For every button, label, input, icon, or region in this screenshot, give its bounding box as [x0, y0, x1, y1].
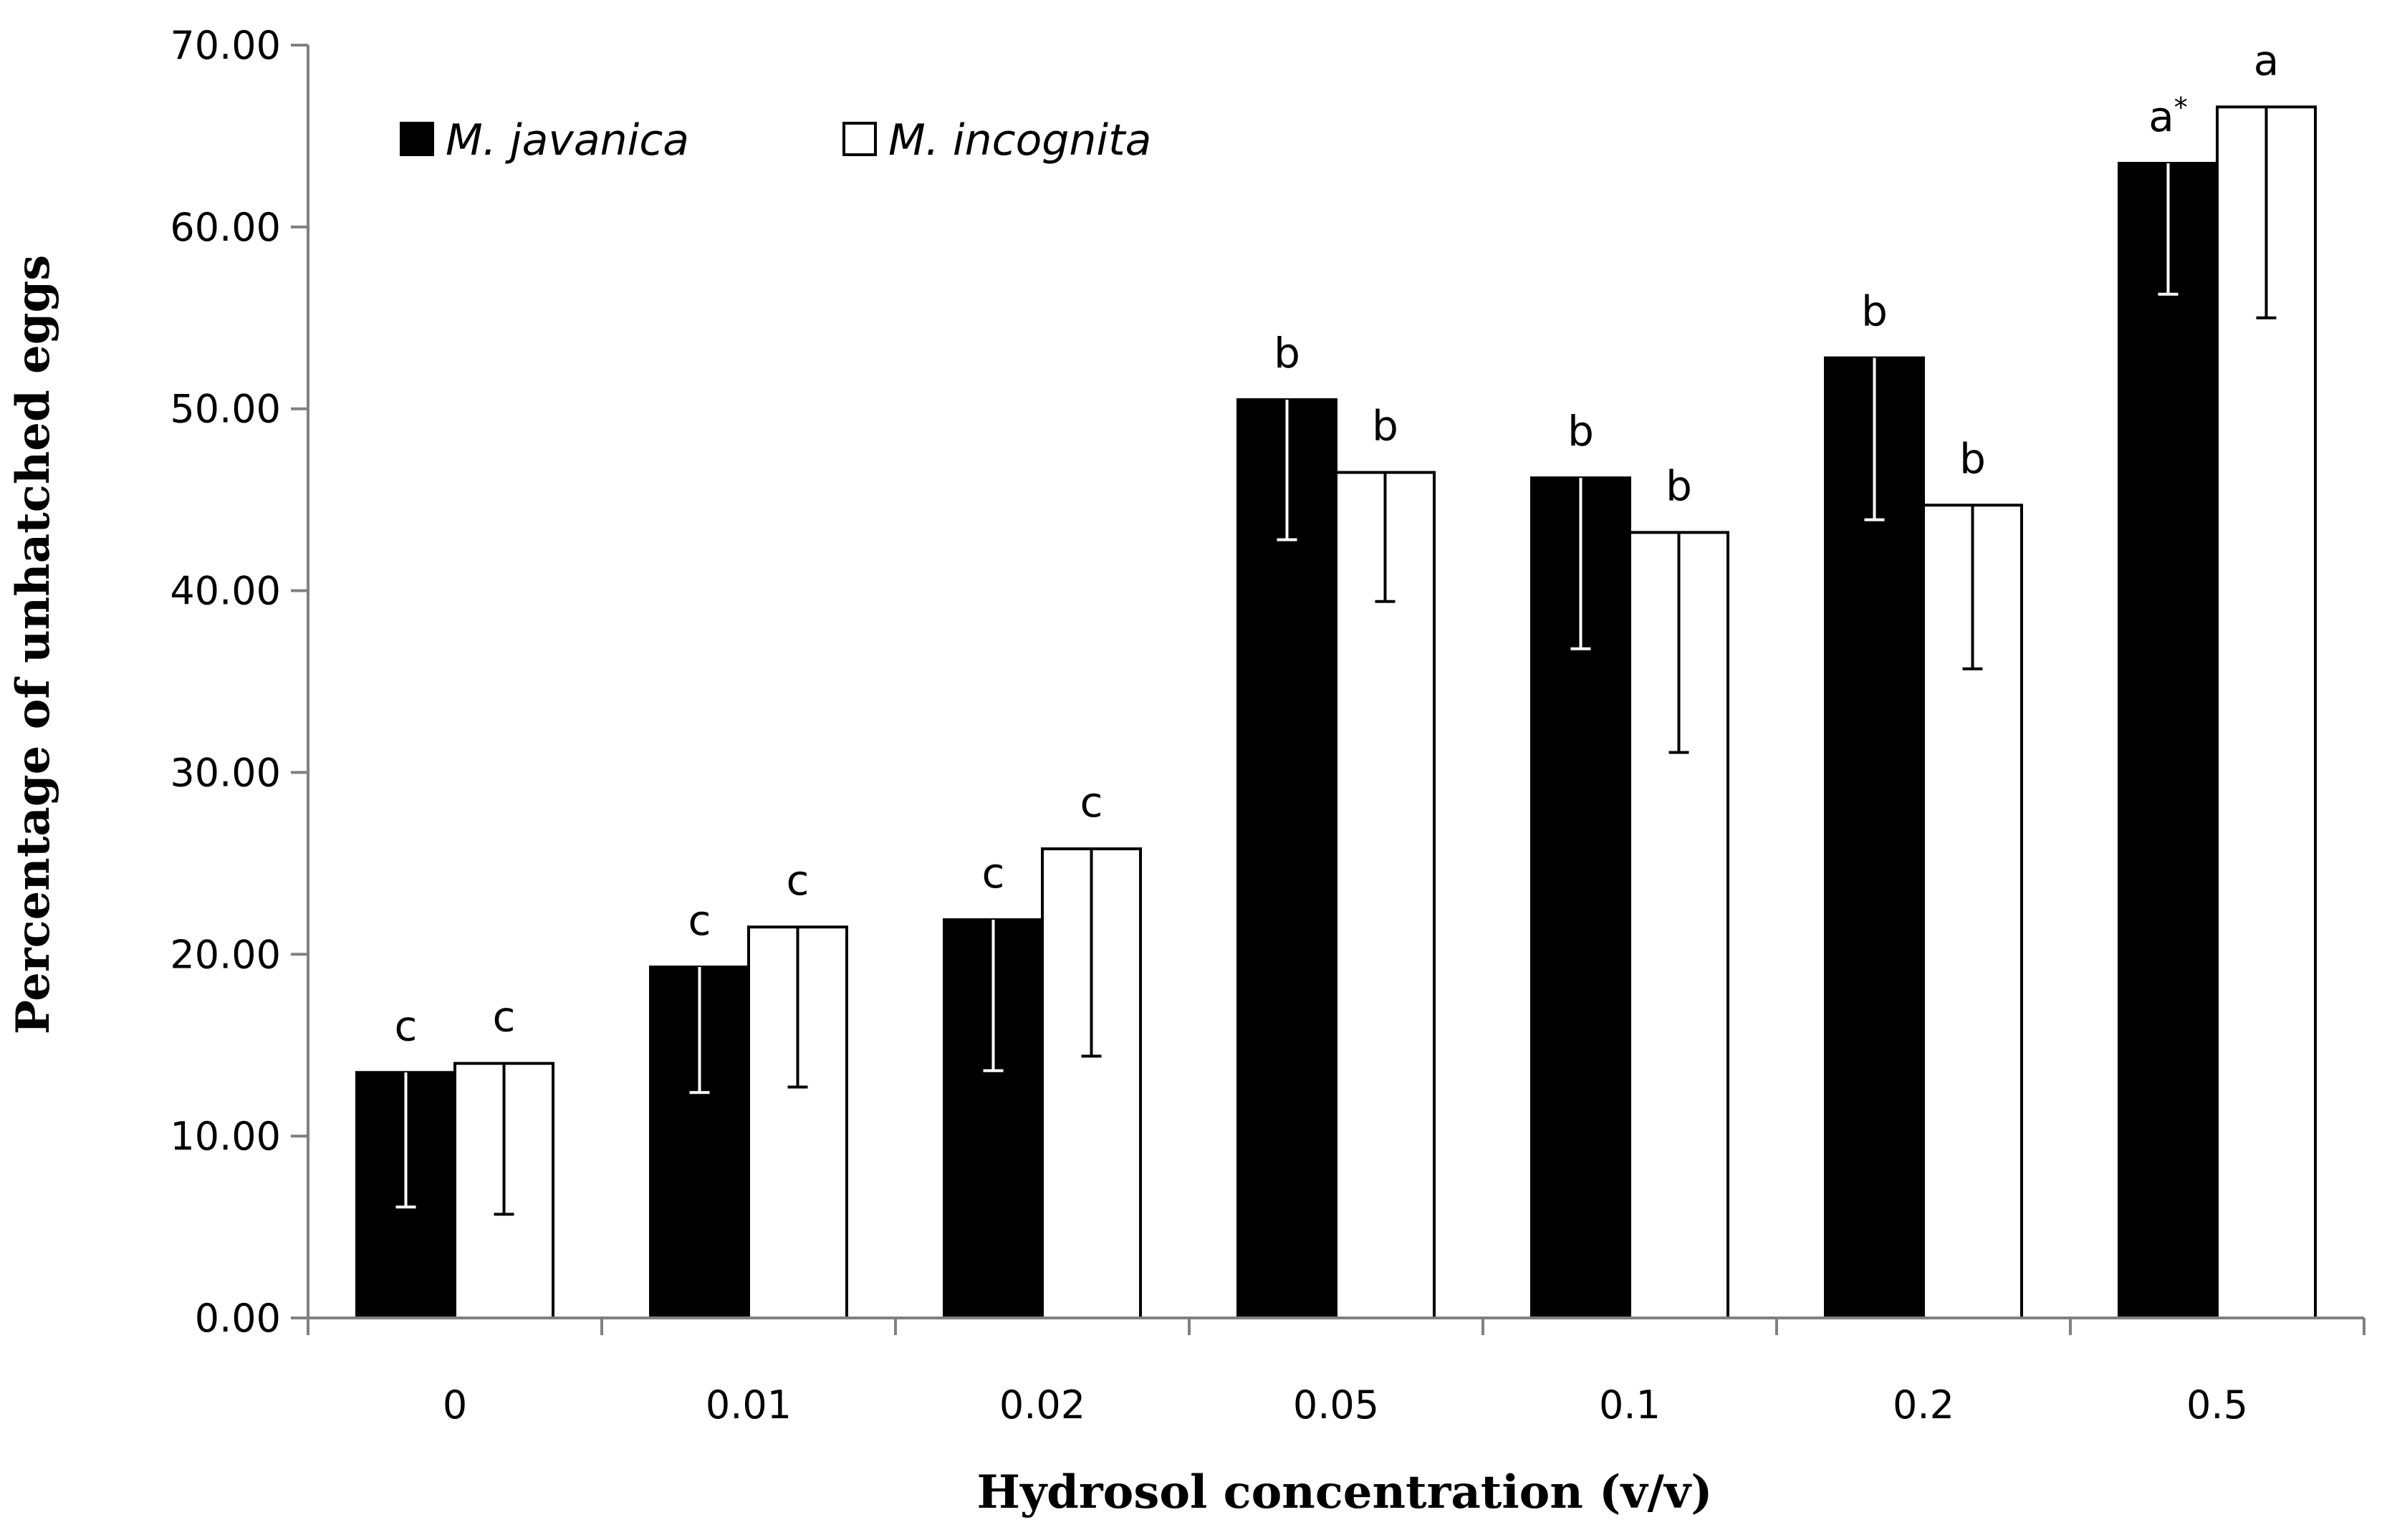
y-axis-title: Percentage of unhatched eggs	[6, 255, 60, 1034]
significance-label: c	[982, 849, 1005, 897]
x-axis-title: Hydrosol concentration (v/v)	[977, 1466, 1713, 1519]
legend-swatch-m-incognita	[842, 122, 877, 156]
significance-label: c	[493, 993, 516, 1041]
legend: M. javanica M. incognita	[400, 115, 1151, 165]
bar-m-incognita	[1335, 471, 1436, 1319]
y-axis-ticks: 0.00 10.00 20.00 30.00 40.00 50.00 60.00 70.00	[170, 23, 308, 1341]
significance-label: c	[1080, 778, 1103, 827]
significance-label: c	[787, 856, 810, 905]
y-tick-label: 10.00	[170, 1114, 281, 1159]
bars-group	[355, 105, 2317, 1320]
y-tick-label: 50.00	[170, 387, 281, 432]
y-tick-label: 70.00	[170, 23, 281, 68]
bar-m-javanica	[2118, 162, 2219, 1319]
x-tick-label: 0.1	[1599, 1382, 1661, 1428]
x-tick-label: 0.2	[1893, 1382, 1954, 1428]
legend-swatch-m-javanica	[400, 122, 434, 156]
y-tick-label: 40.00	[170, 569, 281, 614]
error-bars-group	[395, 107, 2277, 1216]
significance-label: b	[1372, 402, 1398, 451]
significance-label: b	[1861, 287, 1888, 336]
significance-label: c	[395, 1001, 418, 1050]
legend-label-m-incognita: M. incognita	[888, 115, 1151, 165]
significance-label: c	[688, 896, 711, 945]
y-tick-label: 0.00	[195, 1296, 281, 1341]
x-tick-label: 0.05	[1293, 1382, 1379, 1428]
significance-label: b	[1666, 461, 1692, 510]
x-tick-label: 0.01	[706, 1382, 792, 1428]
x-tick-label: 0.5	[2186, 1382, 2248, 1428]
y-tick-label: 60.00	[170, 205, 281, 250]
significance-labels-group: c c c b b b a* c c c b b b a	[395, 36, 2280, 1050]
y-tick-label: 20.00	[170, 932, 281, 977]
y-tick-label: 30.00	[170, 750, 281, 795]
x-axis-ticks: 0 0.01 0.02 0.05 0.1 0.2 0.5	[307, 1318, 2365, 1428]
significance-label: a*	[2148, 92, 2188, 141]
bar-m-javanica	[1236, 398, 1337, 1319]
legend-label-m-javanica: M. javanica	[446, 115, 689, 165]
significance-label: b	[1274, 329, 1300, 377]
x-tick-label: 0.02	[999, 1382, 1085, 1428]
significance-label: b	[1959, 434, 1986, 483]
significance-label: b	[1567, 407, 1594, 456]
x-tick-label: 0	[443, 1382, 467, 1428]
significance-label: a	[2254, 36, 2280, 85]
